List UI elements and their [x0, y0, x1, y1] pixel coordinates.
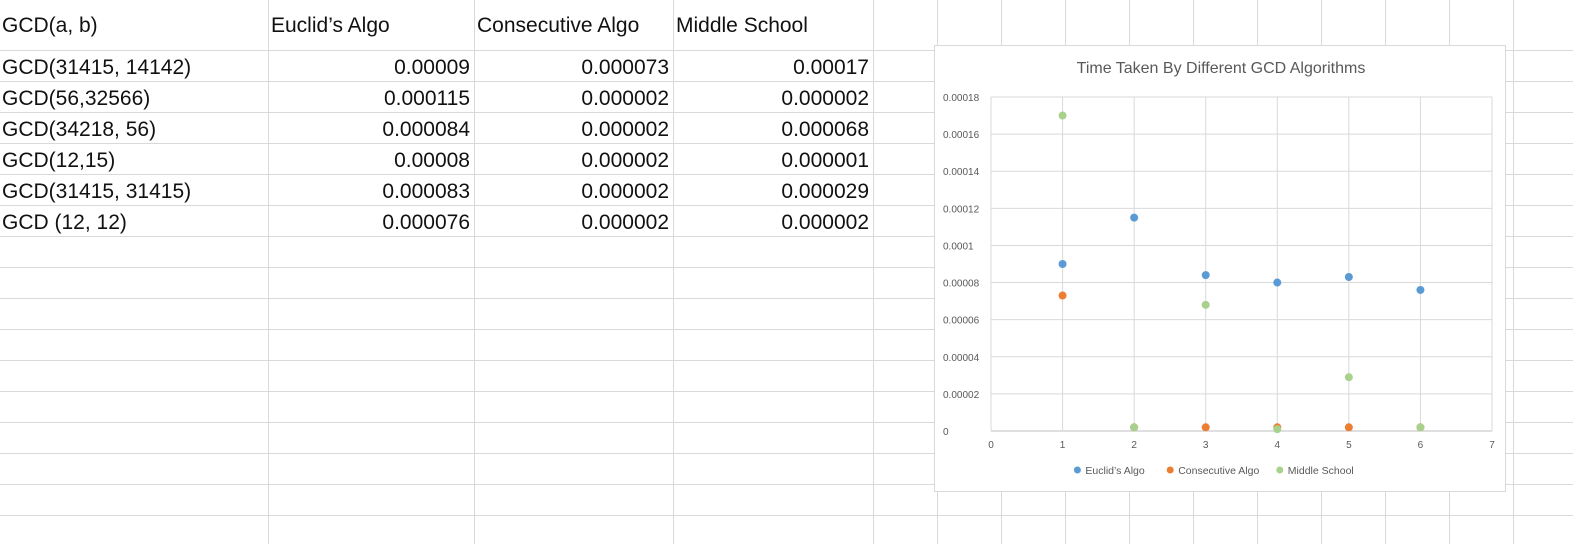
legend-marker: [1073, 466, 1081, 474]
gcd-input-cell[interactable]: GCD(56,32566): [2, 87, 151, 110]
row-gridline: [0, 50, 1573, 51]
gcd-input-cell[interactable]: GCD(12,15): [2, 149, 116, 172]
row-gridline: [0, 298, 1573, 299]
header-cell[interactable]: Consecutive Algo: [477, 14, 640, 37]
y-tick-label: 0.00012: [943, 204, 980, 215]
time-value-cell[interactable]: 0.00017: [793, 56, 869, 79]
header-cell[interactable]: GCD(a, b): [2, 14, 98, 37]
y-tick-label: 0.00014: [943, 167, 980, 178]
y-tick-label: 0.0001: [943, 241, 974, 252]
column-gridline: [1513, 0, 1514, 544]
legend-marker: [1276, 466, 1284, 474]
data-point: [1130, 423, 1139, 432]
data-point: [1273, 278, 1282, 287]
row-gridline: [0, 360, 1573, 361]
legend-label: Middle School: [1288, 465, 1354, 477]
x-tick-label: 6: [1418, 440, 1424, 451]
y-tick-label: 0.00006: [943, 316, 980, 327]
y-tick-label: 0.00016: [943, 130, 980, 141]
time-value-cell[interactable]: 0.000073: [581, 56, 669, 79]
time-value-cell[interactable]: 0.000002: [581, 180, 669, 203]
x-tick-label: 3: [1203, 440, 1209, 451]
data-point: [1201, 271, 1210, 280]
data-point: [1416, 423, 1425, 432]
time-value-cell[interactable]: 0.000002: [581, 211, 669, 234]
legend-label: Euclid’s Algo: [1085, 465, 1145, 477]
data-point: [1058, 260, 1067, 268]
legend-marker: [1166, 466, 1174, 474]
data-point: [1273, 425, 1282, 434]
x-tick-label: 2: [1131, 440, 1137, 451]
time-value-cell[interactable]: 0.000002: [781, 211, 869, 234]
row-gridline: [0, 236, 1573, 237]
row-gridline: [0, 422, 1573, 423]
x-tick-label: 0: [988, 440, 994, 451]
column-gridline: [268, 0, 269, 544]
gcd-input-cell[interactable]: GCD (12, 12): [2, 211, 127, 234]
legend-label: Consecutive Algo: [1178, 465, 1259, 477]
time-value-cell[interactable]: 0.000002: [781, 87, 869, 110]
time-value-cell[interactable]: 0.000002: [581, 149, 669, 172]
time-value-cell[interactable]: 0.000076: [382, 211, 470, 234]
time-value-cell[interactable]: 0.000084: [382, 118, 470, 141]
data-point: [1058, 291, 1067, 300]
scatter-chart[interactable]: Time Taken By Different GCD Algorithms 0 0…: [934, 45, 1506, 492]
header-cell[interactable]: Middle School: [676, 14, 808, 37]
row-gridline: [0, 112, 1573, 113]
row-gridline: [0, 391, 1573, 392]
time-value-cell[interactable]: 0.00009: [394, 56, 470, 79]
header-cell[interactable]: Euclid’s Algo: [271, 14, 390, 37]
data-point: [1130, 213, 1139, 222]
y-tick-label: 0.00002: [943, 390, 980, 401]
time-value-cell[interactable]: 0.000115: [383, 87, 470, 110]
gcd-input-cell[interactable]: GCD(34218, 56): [2, 118, 157, 141]
row-gridline: [0, 453, 1573, 454]
gcd-input-cell[interactable]: GCD(31415, 14142): [2, 56, 192, 79]
data-point: [1344, 272, 1353, 281]
x-tick-label: 4: [1275, 440, 1281, 451]
time-value-cell[interactable]: 0.000029: [781, 180, 869, 203]
y-tick-label: 0: [943, 427, 949, 438]
row-gridline: [0, 329, 1573, 330]
row-gridline: [0, 81, 1573, 82]
data-point: [1416, 285, 1425, 294]
time-value-cell[interactable]: 0.00008: [394, 149, 470, 172]
time-value-cell[interactable]: 0.000068: [781, 118, 869, 141]
row-gridline: [0, 205, 1573, 206]
row-gridline: [0, 143, 1573, 144]
column-gridline: [673, 0, 674, 544]
x-tick-label: 5: [1346, 440, 1352, 451]
data-point: [1201, 300, 1210, 309]
y-tick-label: 0.00018: [943, 93, 980, 104]
column-gridline: [474, 0, 475, 544]
data-point: [1344, 423, 1353, 432]
data-point: [1201, 423, 1210, 432]
data-point: [1344, 373, 1353, 382]
row-gridline: [0, 174, 1573, 175]
column-gridline: [873, 0, 874, 544]
y-tick-label: 0.00004: [943, 353, 980, 364]
chart-svg: Time Taken By Different GCD Algorithms 0 0…: [943, 60, 1495, 477]
time-value-cell[interactable]: 0.000002: [581, 87, 669, 110]
chart-title: Time Taken By Different GCD Algorithms: [1077, 60, 1366, 77]
time-value-cell[interactable]: 0.000001: [781, 149, 869, 172]
time-value-cell[interactable]: 0.000083: [382, 180, 470, 203]
x-tick-label: 7: [1489, 440, 1495, 451]
data-point: [1058, 111, 1067, 120]
row-gridline: [0, 267, 1573, 268]
time-value-cell[interactable]: 0.000002: [581, 118, 669, 141]
row-gridline: [0, 484, 1573, 485]
x-tick-label: 1: [1060, 440, 1066, 451]
row-gridline: [0, 515, 1573, 516]
y-tick-label: 0.00008: [943, 279, 980, 290]
gcd-input-cell[interactable]: GCD(31415, 31415): [2, 180, 192, 203]
